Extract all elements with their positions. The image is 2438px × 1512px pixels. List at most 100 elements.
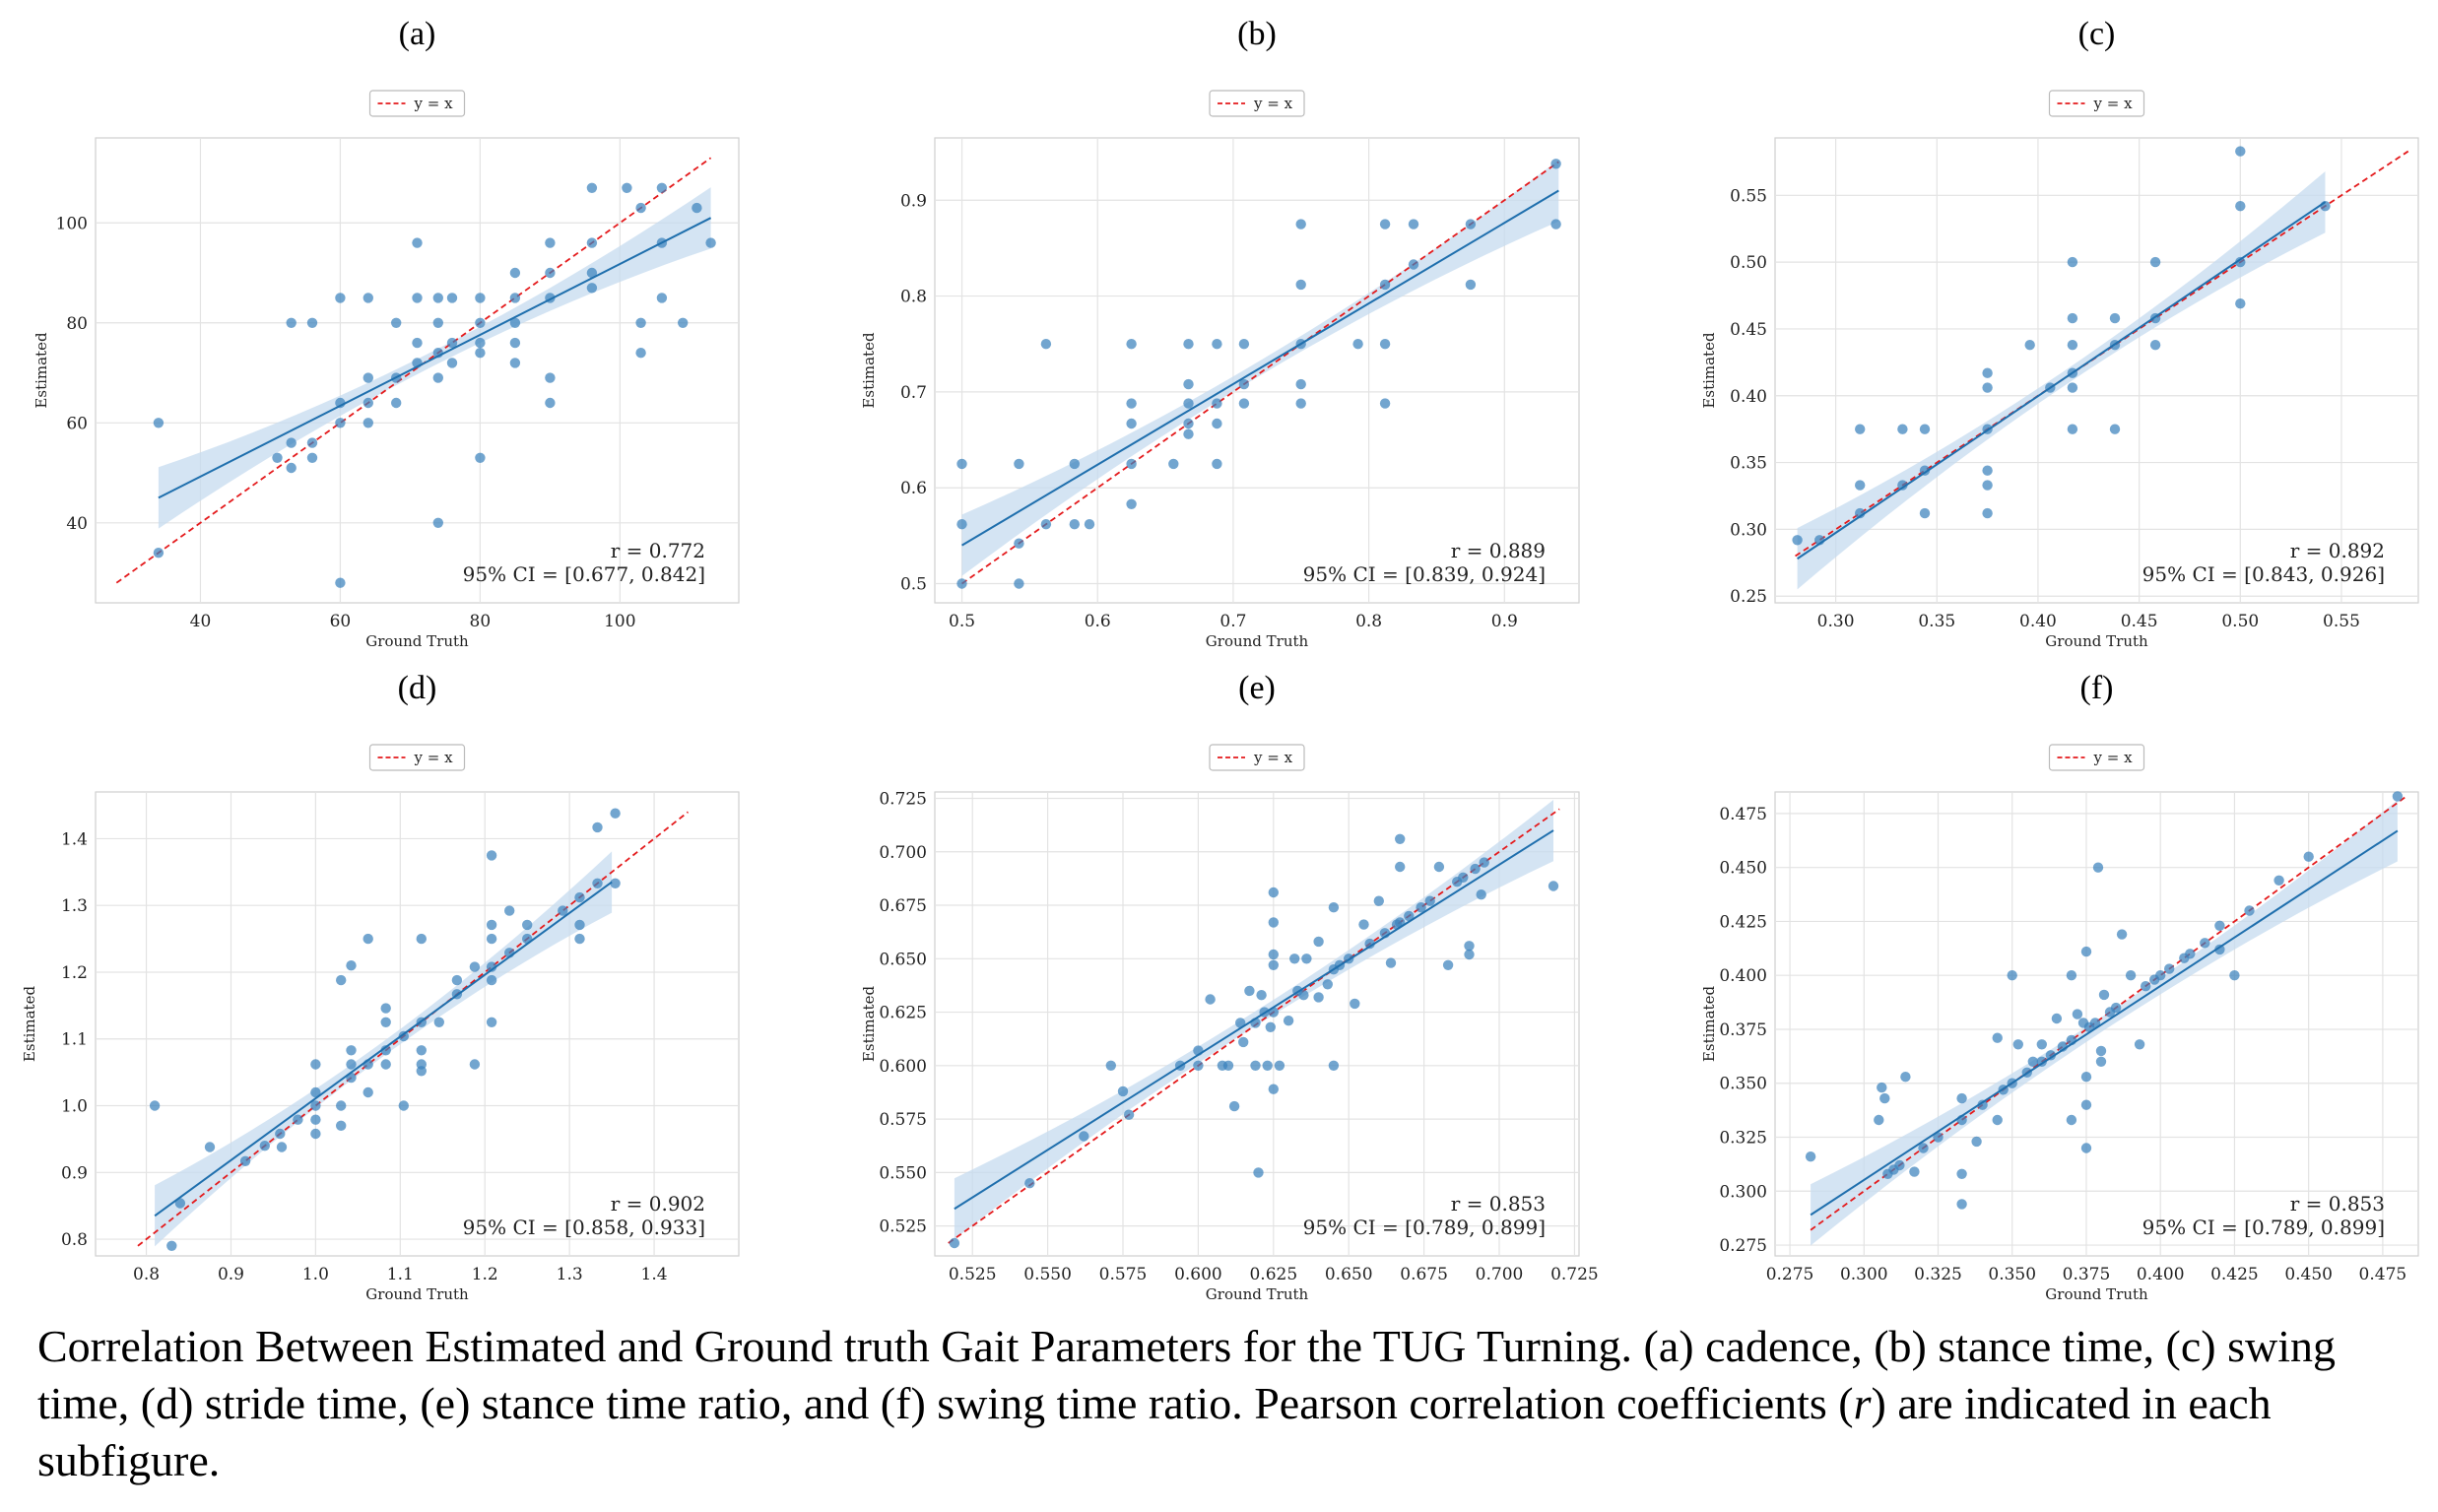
panel-label: (b) bbox=[1237, 16, 1277, 52]
data-point bbox=[1126, 398, 1137, 409]
data-point bbox=[1408, 259, 1419, 270]
pearson-r-label: r = 0.772 bbox=[611, 539, 705, 562]
data-point bbox=[1894, 1159, 1905, 1171]
data-point bbox=[1479, 857, 1489, 868]
data-point bbox=[469, 961, 481, 972]
confidence-interval-label: 95% CI = [0.677, 0.842] bbox=[463, 562, 705, 586]
x-tick-label: 0.40 bbox=[2019, 612, 2057, 631]
y-tick-label: 0.40 bbox=[1730, 387, 1767, 407]
data-point bbox=[2109, 424, 2121, 434]
data-point bbox=[2141, 981, 2151, 992]
data-point bbox=[362, 933, 373, 945]
data-point bbox=[2235, 146, 2246, 157]
data-point bbox=[1040, 339, 1052, 350]
x-tick-label: 1.2 bbox=[472, 1265, 498, 1284]
data-point bbox=[2149, 340, 2161, 351]
y-tick-label: 0.30 bbox=[1730, 520, 1767, 540]
x-tick-label: 0.275 bbox=[1766, 1265, 1814, 1284]
subplot-2: (b) y = x 0.5 0.6 0.7 0.8 0.9 0.5 0.6 0.7 0.8 0.9 Gr… bbox=[860, 16, 1580, 650]
x-tick-label: 0.8 bbox=[1355, 612, 1382, 631]
data-point bbox=[2200, 938, 2210, 949]
data-point bbox=[1268, 887, 1280, 898]
data-point bbox=[1079, 1131, 1089, 1142]
y-tick-label: 100 bbox=[56, 214, 88, 233]
data-point bbox=[286, 437, 297, 448]
data-point bbox=[2067, 312, 2078, 324]
subplot-4: (d) y = x 0.8 0.9 1.0 1.1 1.2 1.3 1.4 0.8 0.9 1.0 1.… bbox=[21, 670, 740, 1303]
data-point bbox=[310, 1086, 321, 1098]
x-tick-label: 0.5 bbox=[949, 612, 975, 631]
data-point bbox=[1014, 458, 1024, 470]
data-point bbox=[1235, 1018, 1246, 1028]
data-point bbox=[509, 267, 521, 279]
data-point bbox=[310, 1059, 321, 1070]
data-point bbox=[149, 1100, 161, 1111]
y-tick-label: 0.25 bbox=[1730, 587, 1767, 607]
data-point bbox=[1212, 339, 1222, 350]
data-point bbox=[2110, 1002, 2122, 1014]
panel-label: (f) bbox=[2080, 670, 2114, 706]
identity-line bbox=[115, 157, 712, 584]
pearson-r-label: r = 0.892 bbox=[2290, 539, 2385, 562]
x-tick-label: 0.8 bbox=[133, 1265, 160, 1284]
y-tick-label: 0.8 bbox=[61, 1230, 88, 1250]
data-point bbox=[1897, 480, 1908, 491]
x-axis-label: Ground Truth bbox=[365, 632, 469, 650]
data-point bbox=[1014, 578, 1024, 589]
data-point bbox=[574, 933, 585, 945]
data-point bbox=[1295, 378, 1306, 390]
data-point bbox=[1982, 382, 1993, 393]
identity-line bbox=[961, 161, 1559, 585]
x-tick-label: 0.375 bbox=[2063, 1265, 2111, 1284]
data-point bbox=[1982, 367, 1993, 378]
data-point bbox=[1992, 1114, 2003, 1126]
data-point bbox=[1126, 458, 1137, 470]
data-point bbox=[1328, 902, 1340, 913]
x-tick-label: 40 bbox=[190, 612, 212, 631]
y-tick-label: 0.650 bbox=[879, 950, 927, 969]
data-point bbox=[2149, 256, 2161, 268]
data-point bbox=[1313, 992, 1324, 1003]
x-tick-label: 0.7 bbox=[1219, 612, 1246, 631]
data-point bbox=[1404, 910, 1415, 922]
data-point bbox=[1464, 949, 1475, 960]
x-tick-label: 0.55 bbox=[2323, 612, 2360, 631]
data-point bbox=[346, 1059, 357, 1070]
data-point bbox=[416, 1066, 427, 1077]
data-point bbox=[1352, 339, 1363, 350]
legend-frame bbox=[1209, 744, 1305, 771]
data-point bbox=[574, 891, 585, 903]
x-tick-label: 0.625 bbox=[1249, 1265, 1297, 1284]
data-point bbox=[2125, 970, 2137, 981]
x-tick-label: 0.425 bbox=[2210, 1265, 2259, 1284]
data-point bbox=[678, 317, 689, 328]
data-point bbox=[1379, 339, 1391, 350]
confidence-interval-label: 95% CI = [0.789, 0.899] bbox=[2142, 1216, 2385, 1239]
data-point bbox=[574, 919, 585, 931]
data-point bbox=[1464, 941, 1475, 952]
data-point bbox=[545, 267, 556, 279]
caption-r-symbol: r bbox=[1853, 1378, 1872, 1428]
data-point bbox=[2155, 970, 2166, 981]
pearson-r-label: r = 0.853 bbox=[2290, 1192, 2385, 1216]
data-point bbox=[2116, 929, 2128, 940]
data-point bbox=[1268, 1084, 1280, 1094]
data-point bbox=[1919, 424, 1931, 434]
data-point bbox=[2095, 1045, 2107, 1057]
data-point bbox=[1350, 998, 1360, 1010]
y-tick-label: 0.350 bbox=[1719, 1075, 1767, 1094]
legend-frame bbox=[368, 744, 466, 771]
data-point bbox=[1792, 535, 1803, 546]
data-point bbox=[1268, 959, 1280, 970]
y-tick-label: 0.600 bbox=[879, 1057, 927, 1077]
data-point bbox=[1253, 1167, 1264, 1178]
subplot-6: (f) y = x 0.275 0.300 0.325 0.350 0.375 0.400 0.… bbox=[1700, 670, 2419, 1303]
y-tick-label: 0.45 bbox=[1730, 320, 1767, 340]
y-axis-label: Estimated bbox=[1700, 986, 1718, 1063]
data-point bbox=[346, 1045, 357, 1056]
data-point bbox=[2185, 949, 2196, 959]
data-point bbox=[416, 1045, 427, 1056]
data-point bbox=[545, 237, 556, 248]
data-point bbox=[310, 1114, 321, 1125]
data-point bbox=[239, 1155, 251, 1167]
